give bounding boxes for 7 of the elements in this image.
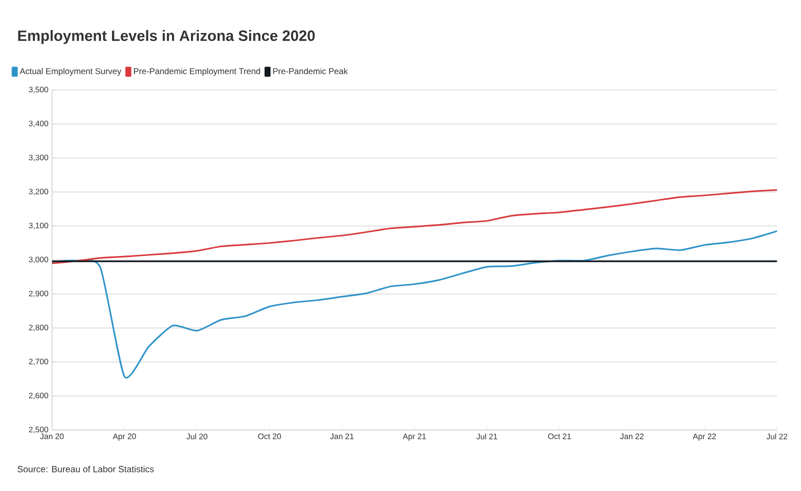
line-series: [51, 230, 778, 378]
line-series: [51, 189, 778, 264]
legend-label: Pre-Pandemic Employment Trend: [134, 68, 260, 76]
legend-label: Pre-Pandemic Peak: [273, 68, 348, 74]
chart-title: Employment Levels in Arizona Since 2020: [18, 30, 315, 44]
legend-label: Actual Employment Survey: [20, 68, 122, 76]
source-note: Source: Bureau of Labor Statistics: [18, 466, 154, 472]
